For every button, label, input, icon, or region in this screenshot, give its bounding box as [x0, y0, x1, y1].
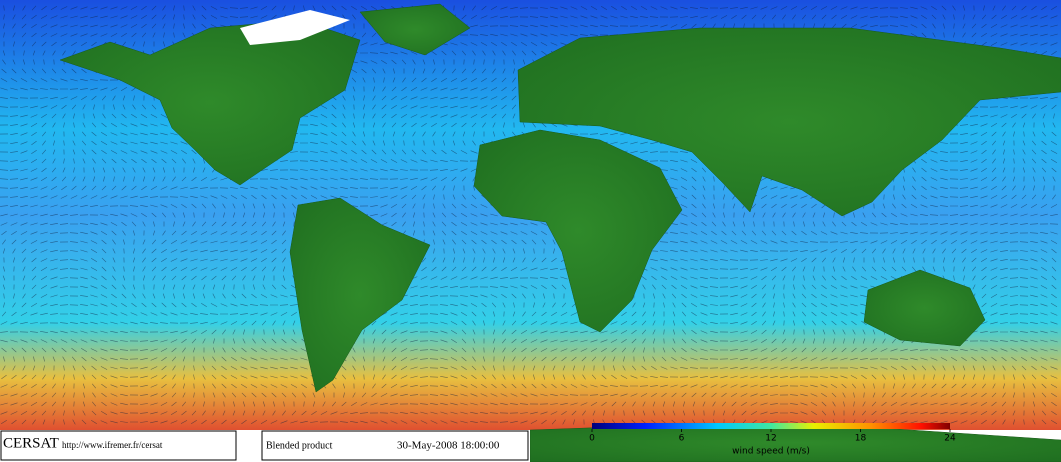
product: Blended product: [266, 440, 333, 451]
logo-box: [0, 430, 237, 461]
south-america: [289, 197, 431, 393]
colorbar-tick-label: 18: [855, 434, 867, 444]
logo: CERSAT: [3, 435, 59, 451]
colorbar-tick-label: 24: [944, 434, 956, 444]
australia: [863, 269, 986, 347]
colorbar-tick-label: 6: [679, 434, 685, 444]
africa: [473, 129, 683, 333]
north-america: [59, 19, 361, 186]
colorbar: wind speed (m/s) 0 6 12 18 24: [589, 423, 956, 457]
url: http://www.ifremer.fr/cersat: [62, 440, 163, 450]
product-box: [261, 430, 529, 461]
colorbar-label: wind speed (m/s): [732, 447, 810, 457]
colorbar-tick-label: 0: [589, 434, 595, 444]
sea-ice: [240, 10, 350, 45]
colorbar-scale: [592, 423, 950, 429]
continents: [59, 3, 1061, 462]
footer: CERSAT http://www.ifremer.fr/cersat Blen…: [0, 430, 530, 462]
eurasia: [517, 27, 1061, 217]
greenland: [359, 3, 471, 56]
timestamp: 30-May-2008 18:00:00: [397, 440, 500, 452]
colorbar-tick-label: 12: [765, 434, 776, 444]
